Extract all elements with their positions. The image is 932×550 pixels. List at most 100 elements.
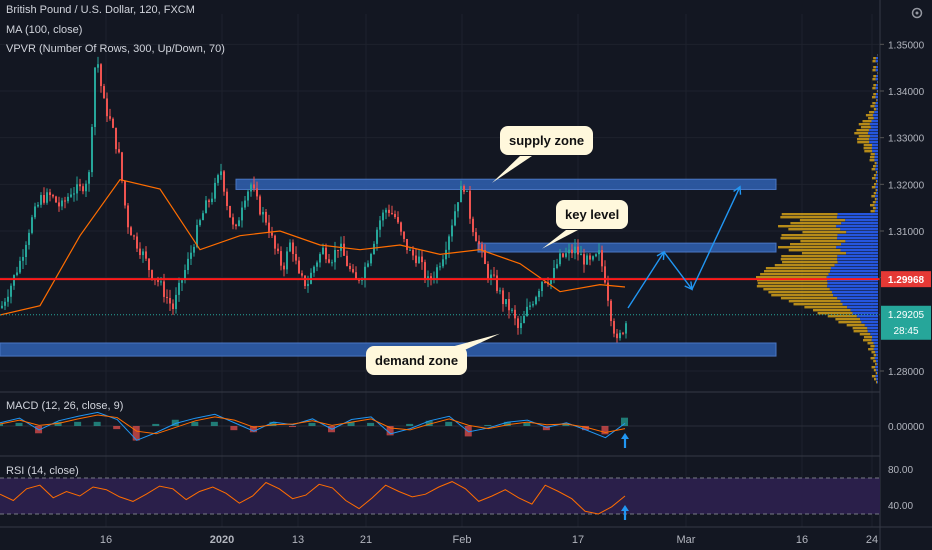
candle-body: [355, 272, 357, 279]
volume-bar-up: [872, 69, 876, 72]
candle-body: [580, 254, 582, 256]
volume-bar-down: [876, 174, 878, 177]
volume-bar-up: [873, 369, 877, 372]
volume-bar-up: [871, 186, 876, 189]
volume-bar-up: [862, 339, 872, 342]
volume-bar-up: [871, 177, 876, 180]
settings-gear-icon[interactable]: [910, 6, 924, 20]
candle-body: [415, 255, 417, 264]
volume-bar-down: [877, 372, 878, 375]
volume-bar-up: [856, 138, 870, 141]
candle-body: [289, 242, 291, 252]
macd-histogram-bar: [230, 426, 238, 431]
x-tick-label: 16: [796, 534, 808, 546]
candle-body: [430, 276, 432, 279]
macd-histogram-bar: [562, 423, 570, 426]
candle-body: [409, 249, 411, 251]
volume-bar-down: [861, 321, 878, 324]
vpvr-legend[interactable]: VPVR (Number Of Rows, 300, Up/Down, 70): [6, 43, 225, 55]
candle-body: [145, 251, 147, 259]
candle-body: [106, 98, 108, 117]
volume-bar-down: [875, 57, 878, 60]
macd-signal-line: [0, 414, 626, 435]
volume-bar-up: [864, 150, 873, 153]
rsi-legend[interactable]: RSI (14, close): [6, 465, 79, 477]
candle-body: [496, 275, 498, 291]
volume-bar-up: [838, 321, 862, 324]
volume-bar-up: [870, 357, 875, 360]
candle-body: [259, 196, 261, 215]
volume-bar-down: [867, 330, 878, 333]
volume-bar-up: [863, 144, 872, 147]
volume-bar-up: [778, 225, 837, 228]
volume-bar-up: [863, 336, 873, 339]
volume-bar-up: [800, 240, 846, 243]
volume-bar-up: [774, 264, 835, 267]
candle-body: [445, 249, 447, 260]
volume-bar-up: [875, 189, 877, 192]
volume-bar-up: [870, 153, 875, 156]
macd-legend[interactable]: MACD (12, 26, close, 9): [6, 400, 124, 412]
candle-body: [166, 296, 168, 299]
candle-body: [379, 220, 381, 230]
candle-body: [46, 192, 48, 203]
candle-body: [16, 272, 18, 276]
candle-body: [244, 200, 246, 208]
candle-body: [40, 195, 42, 205]
volume-bar-down: [860, 318, 878, 321]
time-axis[interactable]: 16 2020 13 21 Feb 17 Mar 16 24: [100, 534, 878, 546]
candle-body: [535, 297, 537, 305]
volume-bar-up: [788, 300, 841, 303]
candle-body: [274, 235, 276, 249]
candle-body: [37, 204, 39, 207]
volume-bar-up: [757, 279, 828, 282]
candle-body: [328, 259, 330, 263]
volume-bar-up: [860, 126, 871, 129]
volume-bar-down: [827, 282, 878, 285]
volume-bar-down: [876, 369, 878, 372]
volume-bar-down: [875, 93, 878, 96]
volume-bar-down: [875, 168, 878, 171]
volume-bar-up: [788, 228, 841, 231]
candle-body: [463, 186, 465, 192]
candle-body: [418, 256, 420, 264]
volume-bar-down: [876, 363, 878, 366]
candle-body: [586, 255, 588, 265]
ma-legend[interactable]: MA (100, close): [6, 24, 83, 36]
volume-bar-up: [862, 120, 872, 123]
volume-bar-down: [875, 375, 878, 378]
volume-bar-down: [837, 261, 878, 264]
candle-body: [55, 196, 57, 203]
candle-body: [13, 275, 15, 286]
candle-body: [109, 116, 111, 119]
volume-bar-up: [760, 273, 829, 276]
candle-body: [457, 202, 459, 212]
volume-bar-down: [871, 147, 878, 150]
candle-body: [163, 281, 165, 297]
candle-body: [232, 217, 234, 225]
volume-bar-down: [875, 60, 878, 63]
volume-bar-up: [804, 306, 848, 309]
volume-bar-down: [836, 225, 878, 228]
countdown-label: 28:45: [893, 326, 918, 337]
candle-body: [565, 253, 567, 257]
volume-bar-down: [875, 351, 878, 354]
candle-body: [334, 249, 336, 263]
candle-body: [469, 190, 471, 219]
volume-bar-up: [868, 117, 874, 120]
volume-bar-down: [841, 222, 878, 225]
macd-histogram-bar: [621, 417, 628, 426]
volume-bar-down: [876, 183, 878, 186]
candle-body: [82, 186, 84, 192]
volume-bar-down: [856, 315, 878, 318]
volume-bar-up: [872, 165, 876, 168]
candle-body: [175, 294, 177, 310]
volume-bar-up: [859, 333, 871, 336]
volume-bar-down: [846, 252, 878, 255]
volume-bar-down: [826, 276, 878, 279]
candle-body: [487, 263, 489, 279]
volume-bar-down: [836, 216, 878, 219]
candle-body: [94, 67, 96, 127]
chart-title[interactable]: British Pound / U.S. Dollar, 120, FXCM: [6, 4, 195, 16]
